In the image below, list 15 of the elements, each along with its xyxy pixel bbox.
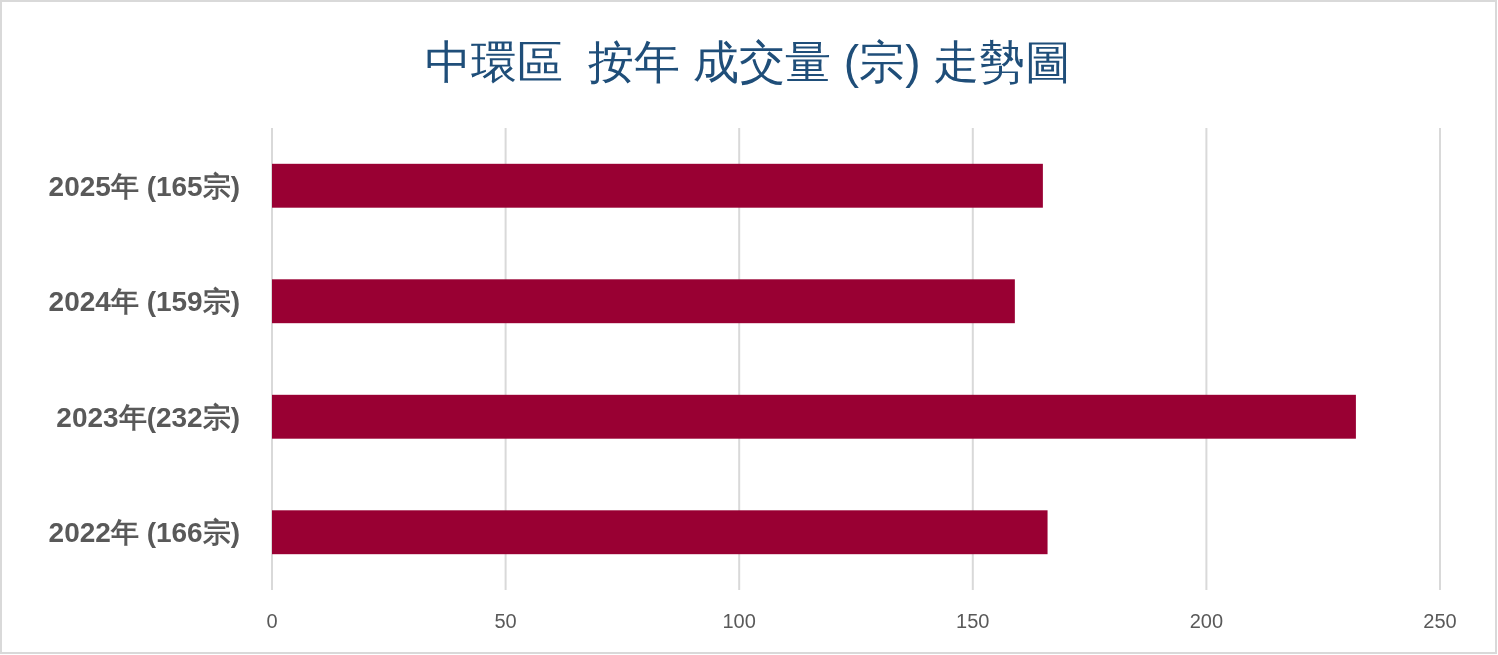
x-tick-label: 250 [1423,610,1457,632]
y-tick-label: 2023年(232宗) [56,401,240,433]
x-tick-label: 50 [494,610,517,632]
bar [272,510,1048,555]
chart-title: 中環區 按年 成交量 (宗) 走勢圖 [424,36,1072,88]
y-tick-label: 2022年 (166宗) [48,517,240,549]
y-tick-label: 2025年 (165宗) [48,170,240,202]
bar [272,394,1356,439]
x-tick-label: 100 [722,610,756,632]
x-tick-label: 150 [956,610,990,632]
bar [272,279,1015,324]
x-tick-label: 0 [266,610,278,632]
y-tick-label: 2024年 (159宗) [48,286,240,318]
bar [272,163,1043,208]
x-tick-label: 200 [1189,610,1224,632]
